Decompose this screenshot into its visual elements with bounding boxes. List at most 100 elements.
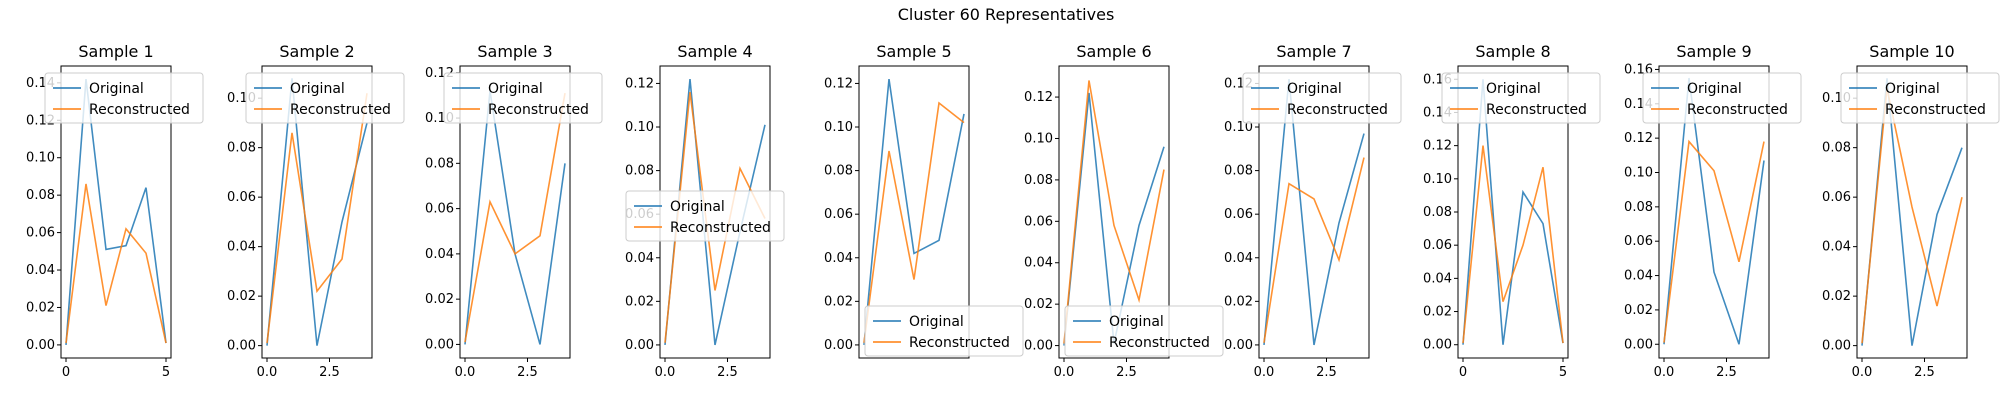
legend-box	[1242, 72, 1402, 124]
y-tick-label: 0.02	[425, 292, 454, 307]
legend-label: Reconstructed	[1885, 102, 1986, 118]
legend: Original Reconstructed	[1441, 72, 1601, 124]
subplots: Sample 10.000.020.040.060.080.100.120.14…	[26, 42, 2000, 380]
y-tick-label: 0.00	[227, 339, 256, 354]
x-tick-label: 2.5	[1914, 365, 1935, 380]
y-tick-label: 0.02	[625, 294, 654, 309]
y-tick-label: 0.12	[824, 76, 853, 91]
y-tick-label: 0.08	[625, 164, 654, 179]
legend-label: Reconstructed	[909, 335, 1010, 351]
y-tick-label: 0.00	[625, 338, 654, 353]
x-tick-label: 5	[162, 365, 170, 380]
y-tick-label: 0.02	[1822, 289, 1851, 304]
legend-box	[245, 72, 405, 124]
x-tick-label: 0	[1459, 365, 1467, 380]
y-tick-label: 0.04	[625, 251, 654, 266]
y-tick-label: 0.02	[1624, 303, 1653, 318]
y-tick-label: 0.04	[1224, 251, 1253, 266]
y-tick-label: 0.08	[1624, 200, 1653, 215]
y-tick-label: 0.10	[625, 120, 654, 135]
y-tick-label: 0.06	[1624, 234, 1653, 249]
y-tick-label: 0.00	[26, 338, 55, 353]
legend: Original Reconstructed	[864, 305, 1024, 357]
y-tick-label: 0.08	[425, 156, 454, 171]
subplot-title: Sample 9	[1676, 42, 1751, 61]
legend-box	[1064, 305, 1224, 357]
y-tick-label: 0.06	[26, 226, 55, 241]
legend: Original Reconstructed	[1840, 72, 2000, 124]
y-tick-label: 0.06	[425, 202, 454, 217]
legend: Original Reconstructed	[625, 190, 785, 242]
y-tick-label: 0.10	[1624, 165, 1653, 180]
x-tick-label: 5	[1559, 365, 1567, 380]
x-tick-label: 0.0	[1054, 365, 1075, 380]
legend-label: Reconstructed	[290, 102, 391, 118]
y-tick-label: 0.12	[1024, 90, 1053, 105]
subplot-title: Sample 8	[1475, 42, 1550, 61]
legend-label: Reconstructed	[1109, 335, 1210, 351]
legend: Original Reconstructed	[1642, 72, 1802, 124]
legend-box	[1441, 72, 1601, 124]
series-line-original	[1462, 79, 1564, 345]
legend: Original Reconstructed	[245, 72, 405, 124]
legend-label: Original	[1687, 81, 1742, 97]
subplot-title: Sample 4	[677, 42, 752, 61]
y-tick-label: 0.08	[1224, 164, 1253, 179]
subplot: Sample 100.000.020.040.060.080.100.0 2.5O…	[1822, 42, 2000, 380]
x-tick-label: 0.0	[455, 365, 476, 380]
legend-label: Reconstructed	[1287, 102, 1388, 118]
legend-label: Reconstructed	[89, 102, 190, 118]
legend-box	[44, 72, 204, 124]
y-tick-label: 0.06	[1224, 207, 1253, 222]
x-tick-label: 0.0	[1654, 365, 1675, 380]
y-tick-label: 0.04	[1822, 240, 1851, 255]
y-tick-label: 0.00	[425, 337, 454, 352]
subplot-title: Sample 10	[1869, 42, 1954, 61]
x-tick-label: 2.5	[1316, 365, 1337, 380]
x-tick-label: 0.0	[655, 365, 676, 380]
legend-label: Original	[1109, 314, 1164, 330]
subplot-title: Sample 5	[876, 42, 951, 61]
y-tick-label: 0.08	[1423, 205, 1452, 220]
y-tick-label: 0.10	[1224, 120, 1253, 135]
y-tick-label: 0.00	[1624, 337, 1653, 352]
x-tick-label: 2.5	[1116, 365, 1137, 380]
x-tick-label: 0.0	[1254, 365, 1275, 380]
x-tick-label: 2.5	[517, 365, 538, 380]
subplot: Sample 5 0.00 0.02 0.04 0.06 0.08 0.10 0.12 Orig…	[824, 42, 1024, 359]
legend-label: Reconstructed	[1486, 102, 1587, 118]
subplot: Sample 70.000.020.040.060.080.100.120.0 2…	[1224, 42, 1402, 380]
y-tick-label: 0.00	[824, 338, 853, 353]
y-tick-label: 0.12	[1624, 131, 1653, 146]
legend-box	[1840, 72, 2000, 124]
y-tick-label: 0.10	[26, 151, 55, 166]
legend-box	[625, 190, 785, 242]
y-tick-label: 0.04	[425, 247, 454, 262]
legend: Original Reconstructed	[44, 72, 204, 124]
legend-label: Original	[89, 81, 144, 97]
x-tick-label: 0	[62, 365, 70, 380]
y-tick-label: 0.04	[227, 240, 256, 255]
x-tick-label: 2.5	[1716, 365, 1737, 380]
legend-label: Original	[290, 81, 345, 97]
y-tick-label: 0.04	[1423, 271, 1452, 286]
legend-box	[443, 72, 603, 124]
x-tick-label: 2.5	[717, 365, 738, 380]
legend: Original Reconstructed	[1242, 72, 1402, 124]
subplot: Sample 6 0.00 0.02 0.04 0.06 0.08 0.10 0.12 0.0 2…	[1024, 42, 1224, 380]
subplot-title: Sample 1	[78, 42, 153, 61]
subplot-title: Sample 3	[477, 42, 552, 61]
y-tick-label: 0.06	[1024, 214, 1053, 229]
subplot: Sample 20.000.020.040.060.080.100.0 2.5Or…	[227, 42, 405, 380]
subplot: Sample 40.000.020.040.060.080.100.120.02…	[625, 42, 785, 380]
legend-box	[864, 305, 1024, 357]
y-tick-label: 0.08	[1822, 141, 1851, 156]
y-tick-label: 0.06	[1822, 190, 1851, 205]
legend-label: Original	[488, 81, 543, 97]
x-tick-label: 0.0	[257, 365, 278, 380]
legend-label: Reconstructed	[1687, 102, 1788, 118]
subplot: Sample 10.000.020.040.060.080.100.120.14…	[26, 42, 204, 380]
y-tick-label: 0.12	[1423, 139, 1452, 154]
y-tick-label: 0.00	[1024, 339, 1053, 354]
y-tick-label: 0.04	[26, 263, 55, 278]
